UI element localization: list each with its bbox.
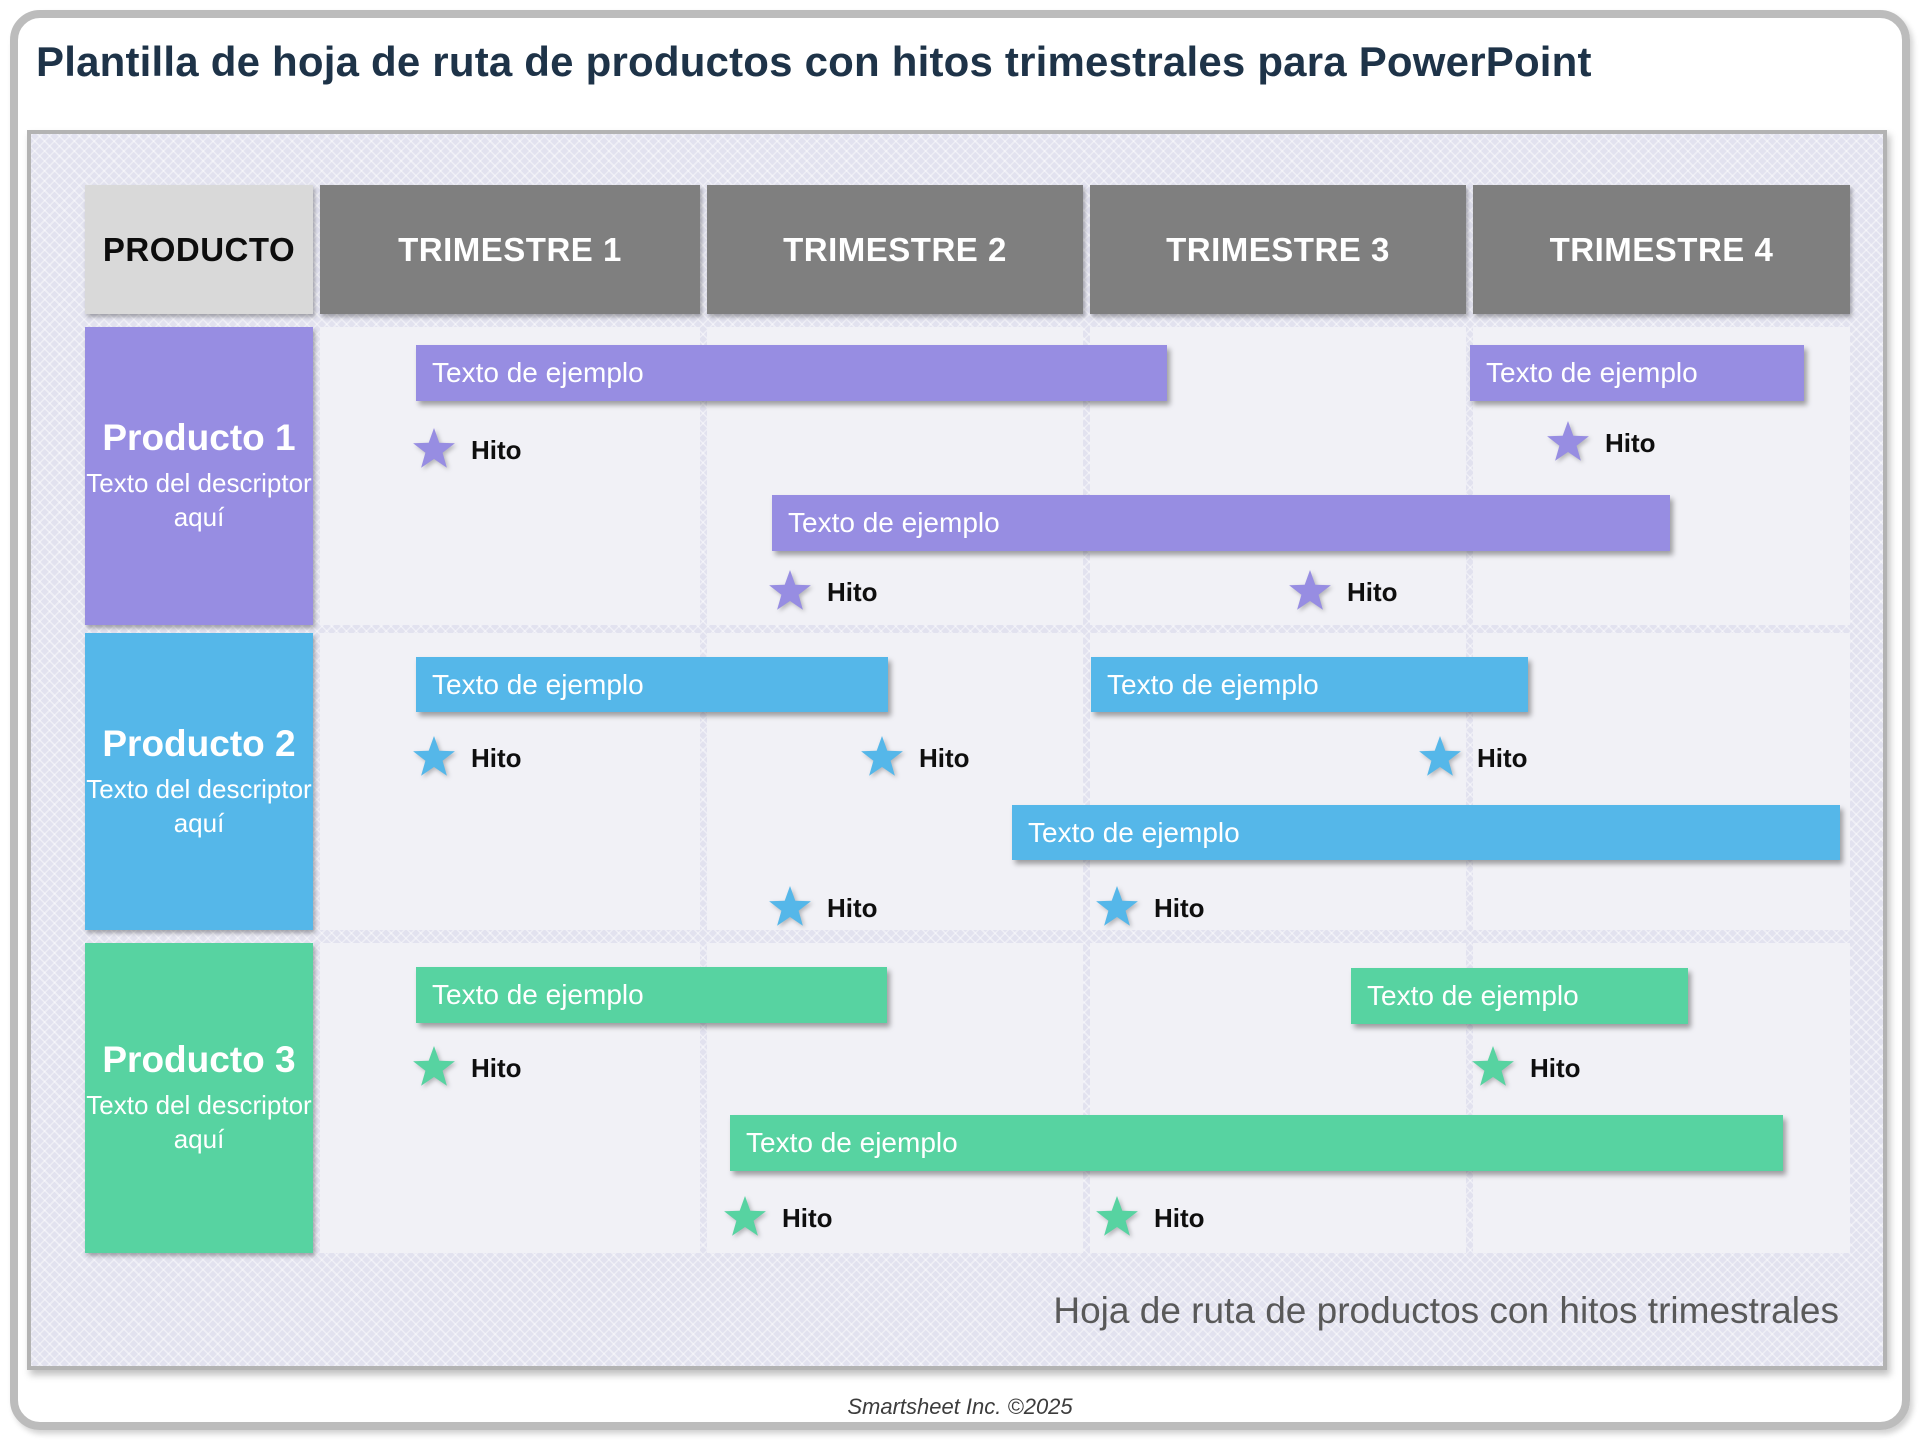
quarter-cell [1473, 633, 1850, 930]
product-name: Producto 2 [102, 722, 296, 764]
milestone[interactable]: Hito [1095, 1196, 1205, 1240]
milestone-star-icon [861, 736, 903, 776]
milestone-label: Hito [1154, 893, 1205, 923]
milestone-star-icon [1096, 886, 1138, 926]
product-label-3: Producto 3 Texto del descriptor aquí [85, 943, 313, 1253]
milestone-label: Hito [827, 893, 878, 923]
milestone[interactable]: Hito [1546, 421, 1656, 465]
milestone[interactable]: Hito [723, 1196, 833, 1240]
milestone-label: Hito [782, 1203, 833, 1233]
milestone-star-icon [724, 1196, 766, 1236]
milestone-star-icon [1289, 570, 1331, 610]
milestone-star-icon [769, 886, 811, 926]
milestone[interactable]: Hito [860, 736, 970, 780]
bar-label: Texto de ejemplo [1486, 357, 1698, 388]
bar-label: Texto de ejemplo [788, 507, 1000, 538]
roadmap-bar[interactable]: Texto de ejemplo [1091, 657, 1528, 712]
milestone-label: Hito [827, 577, 878, 607]
bar-label: Texto de ejemplo [432, 357, 644, 388]
column-header-trimestre-3: TRIMESTRE 3 [1090, 185, 1466, 314]
milestone[interactable]: Hito [1418, 736, 1528, 780]
milestone-label: Hito [919, 743, 970, 773]
bar-label: Texto de ejemplo [1367, 980, 1579, 1011]
milestone-label: Hito [471, 435, 522, 465]
roadmap-bar[interactable]: Texto de ejemplo [772, 495, 1670, 551]
bar-label: Texto de ejemplo [1107, 669, 1319, 700]
milestone[interactable]: Hito [1288, 570, 1398, 614]
product-row-3: Producto 3 Texto del descriptor aquí Tex… [85, 943, 1850, 1253]
product-label-2: Producto 2 Texto del descriptor aquí [85, 633, 313, 930]
roadmap-bar[interactable]: Texto de ejemplo [416, 657, 888, 712]
footer-credit: Smartsheet Inc. ©2025 [847, 1394, 1073, 1419]
milestone-star-icon [413, 428, 455, 468]
milestone-label: Hito [1347, 577, 1398, 607]
product-descriptor: aquí [173, 502, 225, 532]
milestone-label: Hito [1154, 1203, 1205, 1233]
roadmap-bar[interactable]: Texto de ejemplo [1351, 968, 1688, 1024]
milestone-star-icon [1419, 736, 1461, 776]
milestone[interactable]: Hito [412, 428, 522, 472]
milestone-label: Hito [1530, 1053, 1581, 1083]
product-descriptor: aquí [173, 807, 225, 838]
roadmap-table: PRODUCTO TRIMESTRE 1 TRIMESTRE 2 TRIMEST… [85, 185, 1850, 1253]
milestone-label: Hito [471, 743, 522, 773]
product-descriptor: Texto del descriptor [86, 773, 312, 804]
roadmap-bar[interactable]: Texto de ejemplo [1470, 345, 1804, 401]
column-header-trimestre-2: TRIMESTRE 2 [707, 185, 1083, 314]
product-row-2: Producto 2 Texto del descriptor aquí Tex… [85, 633, 1850, 930]
milestone-label: Hito [471, 1053, 522, 1083]
milestone[interactable]: Hito [768, 886, 878, 930]
product-label-1: Producto 1 Texto del descriptor aquí [85, 327, 313, 625]
column-header-producto: PRODUCTO [85, 185, 313, 314]
product-row-1: Producto 1 Texto del descriptor aquí Tex… [85, 327, 1850, 625]
bar-label: Texto de ejemplo [746, 1127, 958, 1158]
milestone-label: Hito [1477, 743, 1528, 773]
roadmap-bar[interactable]: Texto de ejemplo [416, 967, 887, 1023]
milestone[interactable]: Hito [1095, 886, 1205, 930]
product-name: Producto 3 [102, 1039, 296, 1081]
product-name: Producto 1 [102, 417, 296, 459]
page-title: Plantilla de hoja de ruta de productos c… [36, 38, 1592, 85]
milestone-star-icon [1472, 1046, 1514, 1086]
product-descriptor: aquí [173, 1124, 225, 1154]
bar-label: Texto de ejemplo [432, 979, 644, 1010]
milestone[interactable]: Hito [412, 1046, 522, 1090]
milestone[interactable]: Hito [768, 570, 878, 614]
roadmap-bar[interactable]: Texto de ejemplo [730, 1115, 1783, 1171]
milestone[interactable]: Hito [412, 736, 522, 780]
roadmap-caption: Hoja de ruta de productos con hitos trim… [1053, 1290, 1839, 1331]
milestone-star-icon [413, 736, 455, 776]
roadmap-bar[interactable]: Texto de ejemplo [1012, 805, 1840, 860]
milestone-star-icon [1096, 1196, 1138, 1236]
roadmap-bar[interactable]: Texto de ejemplo [416, 345, 1167, 401]
column-header-trimestre-4: TRIMESTRE 4 [1473, 185, 1850, 314]
bar-label: Texto de ejemplo [1028, 817, 1240, 848]
milestone-star-icon [769, 570, 811, 610]
milestone-star-icon [1547, 421, 1589, 461]
milestone-star-icon [413, 1046, 455, 1086]
milestone-label: Hito [1605, 428, 1656, 458]
column-header-trimestre-1: TRIMESTRE 1 [320, 185, 700, 314]
roadmap-panel: PRODUCTO TRIMESTRE 1 TRIMESTRE 2 TRIMEST… [27, 130, 1887, 1370]
product-descriptor: Texto del descriptor [86, 1090, 312, 1121]
milestone[interactable]: Hito [1471, 1046, 1581, 1090]
bar-label: Texto de ejemplo [432, 669, 644, 700]
product-descriptor: Texto del descriptor [86, 468, 312, 499]
